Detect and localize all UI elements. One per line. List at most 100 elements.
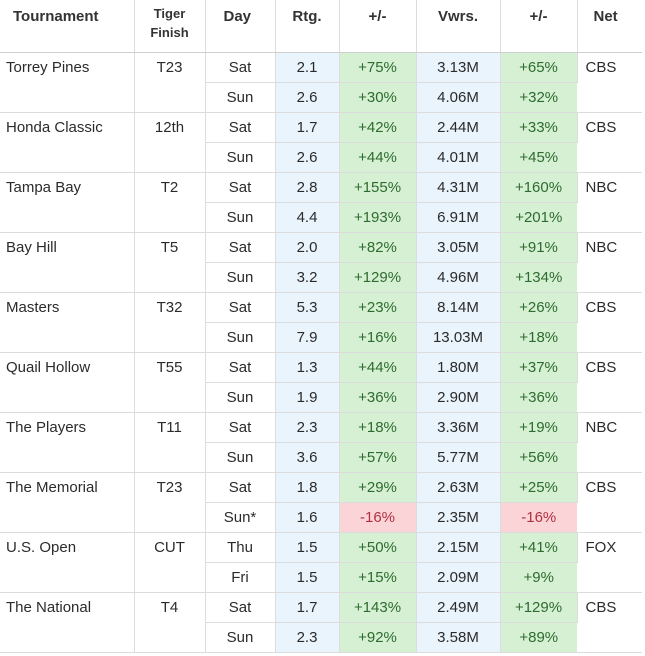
day-cell: Sun <box>205 322 276 353</box>
network-cell: CBS <box>577 112 642 173</box>
tournament-name: Torrey Pines <box>0 52 135 113</box>
viewers-cell: 2.35M <box>416 502 501 533</box>
day-cell: Sat <box>205 292 276 323</box>
rating-change-cell: +155% <box>339 172 417 203</box>
table-row: Quail Hollow T55 Sat 1.3 +44% 1.80M +37% CBS <box>0 352 642 413</box>
rating-cell: 5.3 <box>275 292 340 323</box>
tiger-finish: T11 <box>134 412 206 473</box>
rating-cell: 2.3 <box>275 622 340 653</box>
rating-cell: 7.9 <box>275 322 340 353</box>
header-tiger-finish-line1: Tiger <box>153 6 186 21</box>
rating-cell: 1.5 <box>275 562 340 593</box>
table-row: The Players T11 Sat 2.3 +18% 3.36M +19% NBC <box>0 412 642 473</box>
day-cell: Sun <box>205 382 276 413</box>
table-row: Fri 1.5 +15% 2.09M +9% <box>0 562 642 593</box>
day-cell: Sun <box>205 202 276 233</box>
table-row: The National T4 Sat 1.7 +143% 2.49M +129% CBS <box>0 592 642 653</box>
tournament-name: Tampa Bay <box>0 172 135 233</box>
viewers-cell: 3.13M <box>416 52 501 83</box>
tiger-finish: T23 <box>134 472 206 533</box>
day-cell: Sat <box>205 112 276 143</box>
rating-cell: 1.7 <box>275 592 340 623</box>
table-row: Torrey Pines T23 Sat 2.1 +75% 3.13M +65% CBS <box>0 52 642 113</box>
viewers-change-cell: -16% <box>500 502 577 533</box>
day-cell: Sun <box>205 622 276 653</box>
table-row: U.S. Open CUT Thu 1.5 +50% 2.15M +41% FOX <box>0 532 642 593</box>
table-row: Masters T32 Sat 5.3 +23% 8.14M +26% CBS <box>0 292 642 353</box>
day-cell: Sun <box>205 442 276 473</box>
network-cell: NBC <box>577 172 642 233</box>
day-cell: Sun <box>205 142 276 173</box>
rating-change-cell: +36% <box>339 382 417 413</box>
rating-cell: 2.8 <box>275 172 340 203</box>
rating-change-cell: +29% <box>339 472 417 503</box>
header-rating-change: +/- <box>339 0 417 53</box>
rating-cell: 3.2 <box>275 262 340 293</box>
day-cell: Sat <box>205 412 276 443</box>
table-row: Sun 3.6 +57% 5.77M +56% <box>0 442 642 473</box>
table-body: Torrey Pines T23 Sat 2.1 +75% 3.13M +65% CBS Sun… <box>0 52 642 653</box>
rating-change-cell: -16% <box>339 502 417 533</box>
rating-change-cell: +143% <box>339 592 417 623</box>
header-tiger-finish-line2: Finish <box>150 25 189 40</box>
network-cell: CBS <box>577 52 642 113</box>
viewers-cell: 1.80M <box>416 352 501 383</box>
rating-change-cell: +23% <box>339 292 417 323</box>
table-row: Sun 2.6 +44% 4.01M +45% <box>0 142 642 173</box>
header-row: Tournament Tiger Finish Day Rtg. +/- Vwr… <box>0 0 642 53</box>
viewers-cell: 5.77M <box>416 442 501 473</box>
rating-cell: 1.7 <box>275 112 340 143</box>
viewers-cell: 2.63M <box>416 472 501 503</box>
rating-cell: 1.8 <box>275 472 340 503</box>
table-row: Bay Hill T5 Sat 2.0 +82% 3.05M +91% NBC <box>0 232 642 293</box>
viewers-change-cell: +9% <box>500 562 577 593</box>
viewers-change-cell: +56% <box>500 442 577 473</box>
rating-change-cell: +129% <box>339 262 417 293</box>
table-row: Honda Classic 12th Sat 1.7 +42% 2.44M +33% CBS <box>0 112 642 173</box>
rating-change-cell: +42% <box>339 112 417 143</box>
rating-change-cell: +18% <box>339 412 417 443</box>
network-cell: CBS <box>577 592 642 653</box>
rating-cell: 4.4 <box>275 202 340 233</box>
viewers-change-cell: +134% <box>500 262 577 293</box>
day-cell: Sat <box>205 52 276 83</box>
tiger-finish: T32 <box>134 292 206 353</box>
viewers-cell: 2.49M <box>416 592 501 623</box>
viewers-cell: 4.96M <box>416 262 501 293</box>
rating-cell: 1.6 <box>275 502 340 533</box>
table-row: Sun* 1.6 -16% 2.35M -16% <box>0 502 642 533</box>
table-row: Sun 1.9 +36% 2.90M +36% <box>0 382 642 413</box>
rating-change-cell: +16% <box>339 322 417 353</box>
table-row: The Memorial T23 Sat 1.8 +29% 2.63M +25% CBS <box>0 472 642 533</box>
day-cell: Sat <box>205 172 276 203</box>
tournament-name: The Players <box>0 412 135 473</box>
viewers-cell: 4.01M <box>416 142 501 173</box>
network-cell: CBS <box>577 352 642 413</box>
viewers-change-cell: +45% <box>500 142 577 173</box>
tiger-finish: T4 <box>134 592 206 653</box>
table-row: Sun 3.2 +129% 4.96M +134% <box>0 262 642 293</box>
tournament-name: Quail Hollow <box>0 352 135 413</box>
rating-cell: 2.1 <box>275 52 340 83</box>
header-rating: Rtg. <box>275 0 340 53</box>
header-viewers: Vwrs. <box>416 0 501 53</box>
day-cell: Sat <box>205 352 276 383</box>
viewers-change-cell: +25% <box>500 472 578 503</box>
header-network: Net <box>577 0 642 53</box>
table-row: Sun 2.3 +92% 3.58M +89% <box>0 622 642 653</box>
rating-change-cell: +44% <box>339 352 417 383</box>
day-cell: Sun <box>205 262 276 293</box>
day-cell: Sat <box>205 232 276 263</box>
table-header: Tournament Tiger Finish Day Rtg. +/- Vwr… <box>0 0 642 53</box>
table-row: Sun 2.6 +30% 4.06M +32% <box>0 82 642 113</box>
day-cell: Thu <box>205 532 276 563</box>
viewers-change-cell: +36% <box>500 382 577 413</box>
tournament-name: Bay Hill <box>0 232 135 293</box>
rating-cell: 1.3 <box>275 352 340 383</box>
day-cell: Fri <box>205 562 276 593</box>
network-cell: CBS <box>577 292 642 353</box>
day-cell: Sun* <box>205 502 276 533</box>
viewers-cell: 6.91M <box>416 202 501 233</box>
viewers-change-cell: +160% <box>500 172 578 203</box>
rating-change-cell: +57% <box>339 442 417 473</box>
